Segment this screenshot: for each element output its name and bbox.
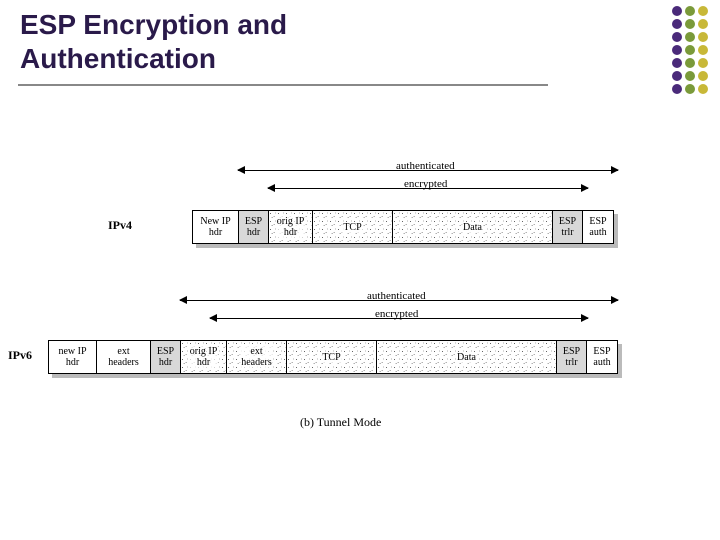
ipv6-enc-label: encrypted [375,308,418,320]
packet-cell: extheaders [227,341,287,373]
packet-cell: ESPhdr [239,211,269,243]
packet-cell: TCP [313,211,393,243]
decor-dot [672,71,682,81]
corner-dots [672,6,708,94]
packet-cell: ESPhdr [151,341,181,373]
packet-cell: orig IPhdr [269,211,313,243]
decor-dot [698,19,708,29]
decor-dot [672,58,682,68]
ipv6-packet: new IPhdrextheadersESPhdrorig IPhdrexthe… [48,340,618,374]
title-line2: Authentication [20,43,216,74]
page-title: ESP Encryption and Authentication [20,8,287,75]
decor-dot [698,84,708,94]
ipv4-auth-label: authenticated [396,160,455,172]
title-line1: ESP Encryption and [20,9,287,40]
packet-cell: ESPtrlr [557,341,587,373]
decor-dot [672,84,682,94]
decor-dot [698,71,708,81]
decor-dot [698,6,708,16]
packet-cell: New IPhdr [193,211,239,243]
packet-cell: ESPtrlr [553,211,583,243]
packet-cell: new IPhdr [49,341,97,373]
ipv6-label: IPv6 [8,348,32,363]
packet-cell: Data [377,341,557,373]
decor-dot [685,6,695,16]
ipv4-label: IPv4 [108,218,132,233]
decor-dot [698,32,708,42]
packet-cell: Data [393,211,553,243]
decor-dot [698,45,708,55]
decor-dot [685,45,695,55]
decor-dot [698,58,708,68]
decor-dot [672,45,682,55]
packet-cell: ESPauth [587,341,617,373]
decor-dot [685,32,695,42]
ipv4-enc-label: encrypted [404,178,447,190]
ipv6-auth-label: authenticated [367,290,426,302]
ipv4-packet: New IPhdrESPhdrorig IPhdrTCPDataESPtrlrE… [192,210,614,244]
decor-dot [672,6,682,16]
packet-cell: TCP [287,341,377,373]
decor-dot [672,19,682,29]
decor-dot [672,32,682,42]
packet-cell: ESPauth [583,211,613,243]
decor-dot [685,84,695,94]
decor-dot [685,71,695,81]
decor-dot [685,19,695,29]
packet-cell: orig IPhdr [181,341,227,373]
packet-cell: extheaders [97,341,151,373]
caption: (b) Tunnel Mode [300,415,381,430]
title-underline [18,84,548,86]
decor-dot [685,58,695,68]
